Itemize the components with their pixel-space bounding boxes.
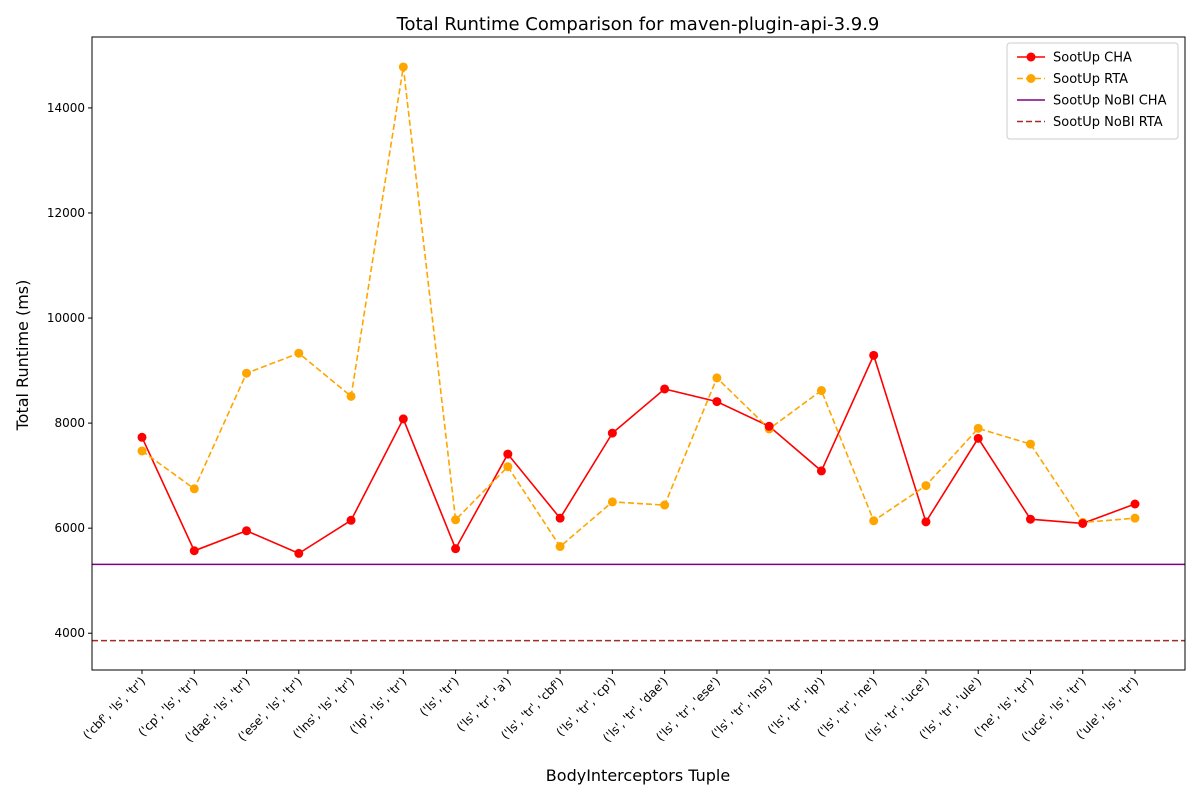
data-point-0-1: [189, 546, 199, 556]
legend-marker-0: [1026, 52, 1036, 62]
data-point-1-11: [712, 373, 722, 383]
data-point-1-6: [451, 515, 461, 525]
data-point-0-9: [607, 428, 617, 438]
legend-entry-3: SootUp NoBI RTA: [1053, 115, 1163, 130]
data-point-1-17: [1025, 439, 1035, 449]
data-point-1-2: [242, 368, 252, 378]
data-point-1-19: [1130, 513, 1140, 523]
data-point-0-5: [398, 414, 408, 424]
data-point-0-4: [346, 515, 356, 525]
data-point-0-11: [712, 397, 722, 407]
data-point-0-14: [869, 350, 879, 360]
y-tick-label-5: 14000: [47, 101, 85, 115]
y-axis-label: Total Runtime (ms): [13, 280, 32, 432]
data-point-0-0: [137, 432, 147, 442]
data-points: [137, 62, 1140, 558]
data-point-1-0: [137, 446, 147, 456]
x-tick-label-6: ('ls', 'tr'): [417, 674, 462, 719]
y-axis-ticks: 4000 6000 8000 10000 12000 14000: [47, 101, 92, 640]
data-point-0-19: [1130, 499, 1140, 509]
y-tick-label-2: 8000: [54, 416, 85, 430]
data-point-1-9: [607, 497, 617, 507]
y-tick-label-4: 12000: [47, 206, 85, 220]
data-point-0-7: [503, 449, 513, 459]
legend-entry-1: SootUp RTA: [1053, 72, 1128, 87]
data-point-1-4: [346, 391, 356, 401]
series-lines: [141, 66, 1136, 555]
legend-entry-0: SootUp CHA: [1053, 51, 1132, 66]
data-point-0-15: [921, 517, 931, 527]
legend: SootUp CHA SootUp RTA SootUp NoBI CHA SootU…: [1006, 42, 1179, 140]
data-point-1-1: [189, 484, 199, 494]
data-point-0-17: [1025, 514, 1035, 524]
data-point-0-6: [451, 544, 461, 554]
plot-frame: [91, 36, 1186, 671]
data-point-0-12: [764, 421, 774, 431]
data-point-1-13: [816, 386, 826, 396]
x-axis-label: BodyInterceptors Tuple: [546, 766, 730, 785]
data-point-1-8: [555, 542, 565, 552]
series-line-0: [141, 353, 1136, 555]
data-point-1-3: [294, 348, 304, 358]
data-point-0-3: [294, 548, 304, 558]
legend-entry-2: SootUp NoBI CHA: [1053, 94, 1167, 109]
y-tick-label-3: 10000: [47, 311, 85, 325]
reference-lines: [92, 563, 1185, 642]
data-point-0-13: [816, 466, 826, 476]
data-point-1-14: [869, 516, 879, 526]
y-tick-label-0: 4000: [54, 626, 85, 640]
data-point-0-2: [242, 526, 252, 536]
legend-marker-1: [1026, 74, 1036, 83]
y-tick-label-1: 6000: [54, 521, 85, 535]
data-point-0-8: [555, 513, 565, 523]
data-point-0-16: [973, 433, 983, 443]
data-point-1-16: [973, 423, 983, 433]
x-axis-ticks: ('cbf', 'ls', 'tr')('cp', 'ls', 'tr')('d…: [80, 670, 1141, 745]
legend-box: [1006, 42, 1179, 140]
data-point-1-10: [660, 500, 670, 510]
data-point-1-15: [921, 481, 931, 491]
chart-title: Total Runtime Comparison for maven-plugi…: [396, 14, 880, 35]
series-line-1: [141, 66, 1136, 548]
data-point-1-7: [503, 462, 513, 472]
data-point-1-5: [398, 62, 408, 72]
data-point-0-10: [660, 384, 670, 394]
data-point-0-18: [1078, 518, 1088, 528]
